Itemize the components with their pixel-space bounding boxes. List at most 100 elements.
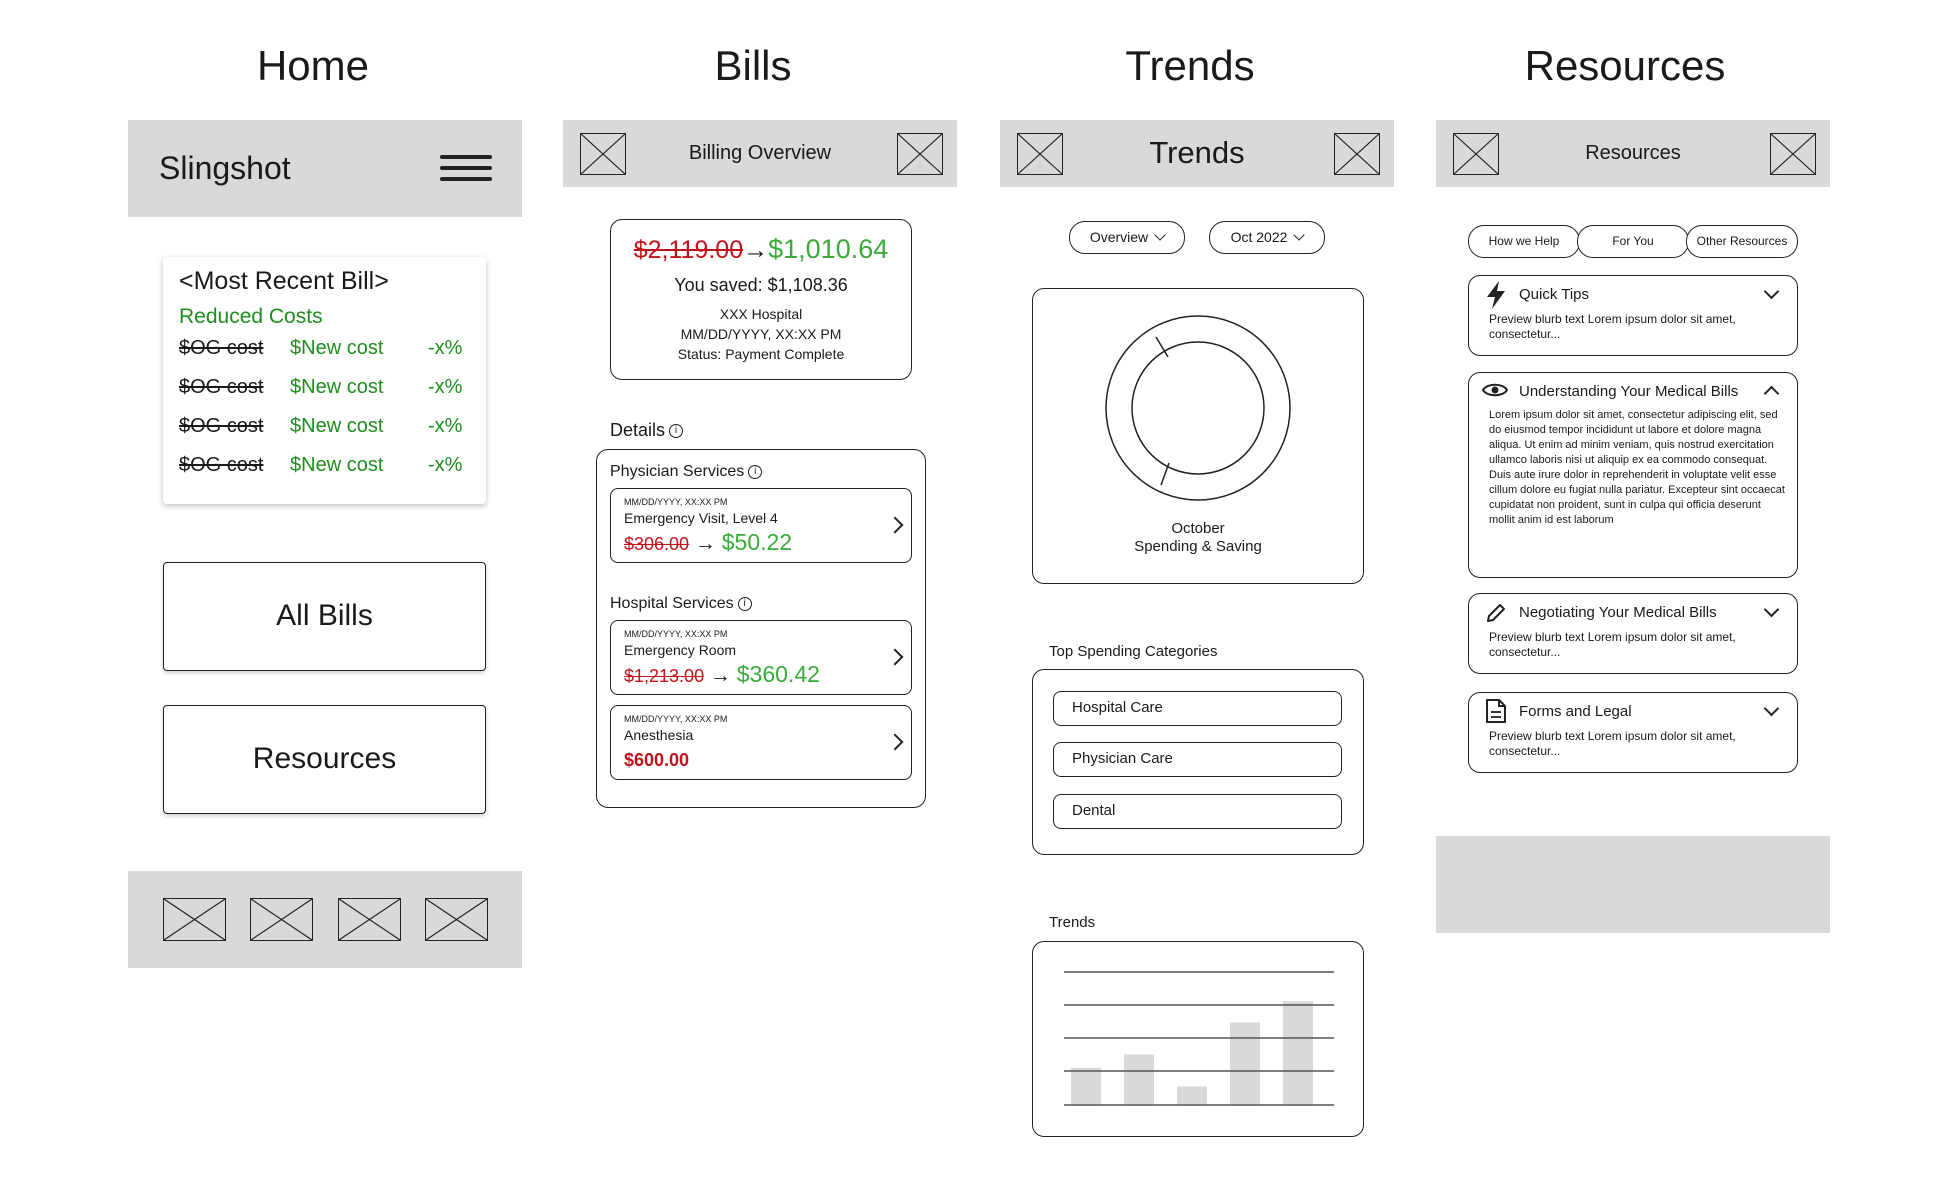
percent-reduction: -x% [428, 376, 463, 398]
original-cost: $OG cost [179, 337, 264, 359]
accordion-title: Quick Tips [1519, 286, 1590, 303]
home-column-title: Home [256, 42, 370, 89]
accordion-negotiating-bills[interactable]: Negotiating Your Medical Bills Preview b… [1468, 593, 1798, 674]
line-item-new-price: $50.22 [721, 529, 793, 555]
info-icon[interactable]: i [748, 464, 763, 479]
chevron-right-icon[interactable] [886, 733, 904, 751]
nav-placeholder-icon[interactable] [338, 898, 401, 941]
saved-amount: You saved: $1,108.36 [674, 275, 848, 295]
action-placeholder-icon[interactable] [1770, 133, 1816, 175]
view-dropdown[interactable]: Overview [1069, 221, 1185, 254]
line-item-date: MM/DD/YYYY, XX:XX PM [624, 497, 728, 507]
line-item-card[interactable]: MM/DD/YYYY, XX:XX PM Emergency Visit, Le… [610, 488, 912, 563]
details-label: Details [610, 420, 666, 440]
bills-column-title: Bills [714, 42, 792, 89]
chevron-down-icon[interactable] [1763, 283, 1780, 300]
trend-bar [1071, 1067, 1101, 1105]
category-item[interactable]: Hospital Care [1053, 691, 1342, 726]
trend-bar [1124, 1054, 1154, 1105]
chevron-down-icon[interactable] [1763, 601, 1780, 618]
percent-reduction: -x% [428, 454, 463, 476]
hospital-name: XXX Hospital [719, 306, 803, 322]
accordion-body: Lorem ipsum dolor sit amet, consectetur … [1489, 409, 1785, 526]
original-cost: $OG cost [179, 376, 264, 398]
line-item-price: $306.00 → $50.22 [624, 529, 792, 556]
month-dropdown[interactable]: Oct 2022 [1209, 221, 1325, 254]
chevron-right-icon[interactable] [886, 516, 904, 534]
action-placeholder-icon[interactable] [1334, 133, 1380, 175]
original-cost: $OG cost [179, 415, 264, 437]
recent-bill-card[interactable]: <Most Recent Bill> Reduced Costs $OG cos… [163, 257, 486, 504]
donut-outer-ring [1105, 315, 1291, 501]
donut-segment-divider [1160, 462, 1170, 486]
category-item[interactable]: Dental [1053, 794, 1342, 829]
tab-for-you[interactable]: For You [1577, 225, 1689, 258]
back-placeholder-icon[interactable] [1453, 133, 1499, 175]
chevron-right-icon[interactable] [886, 648, 904, 666]
category-item[interactable]: Physician Care [1053, 742, 1342, 777]
donut-inner-ring [1131, 341, 1265, 475]
all-bills-button[interactable]: All Bills [163, 562, 486, 671]
info-icon[interactable]: i [737, 596, 752, 611]
details-heading: Details i [610, 420, 684, 441]
new-cost: $New cost [290, 376, 384, 398]
home-bottom-nav [128, 871, 522, 968]
donut-label-month: October [1171, 520, 1225, 537]
cost-row: $OG cost $New cost -x% [179, 415, 479, 443]
donut-label-caption: Spending & Saving [1134, 538, 1262, 555]
resources-column-title: Resources [1524, 42, 1726, 89]
document-icon [1486, 699, 1506, 723]
chevron-up-icon[interactable] [1763, 385, 1780, 402]
line-item-old-price: $1,213.00 [624, 666, 705, 686]
accordion-preview: Preview blurb text Lorem ipsum dolor sit… [1489, 312, 1736, 341]
line-item-card[interactable]: MM/DD/YYYY, XX:XX PM Emergency Room $1,2… [610, 620, 912, 695]
trend-bar [1230, 1022, 1260, 1105]
resources-footer [1436, 836, 1830, 933]
bills-header-title: Billing Overview [688, 142, 832, 164]
trends-header: Trends [1000, 120, 1394, 187]
action-placeholder-icon[interactable] [897, 133, 943, 175]
info-icon[interactable]: i [669, 424, 684, 439]
accordion-title: Forms and Legal [1519, 703, 1632, 720]
resources-button[interactable]: Resources [163, 705, 486, 814]
new-cost: $New cost [290, 415, 384, 437]
accordion-understanding-bills[interactable]: Understanding Your Medical Bills Lorem i… [1468, 372, 1798, 578]
nav-placeholder-icon[interactable] [163, 898, 226, 941]
original-total: $2,119.00 [633, 236, 744, 264]
line-item-name: Emergency Visit, Level 4 [624, 510, 778, 526]
cost-row: $OG cost $New cost -x% [179, 454, 479, 482]
line-item-name: Emergency Room [624, 642, 737, 658]
accordion-preview: Preview blurb text Lorem ipsum dolor sit… [1489, 630, 1736, 659]
cost-row: $OG cost $New cost -x% [179, 376, 479, 404]
categories-card: Hospital Care Physician Care Dental [1032, 669, 1364, 855]
hamburger-menu-icon[interactable] [440, 155, 492, 183]
payment-status: Status: Payment Complete [677, 346, 845, 362]
bills-header: Billing Overview [563, 120, 957, 187]
hospital-services-label: Hospital Services [610, 595, 734, 612]
accordion-forms-legal[interactable]: Forms and Legal Preview blurb text Lorem… [1468, 692, 1798, 773]
reduced-costs-label: Reduced Costs [179, 305, 323, 328]
percent-reduction: -x% [428, 337, 463, 359]
arrow-icon: → [709, 664, 731, 687]
accordion-title: Understanding Your Medical Bills [1519, 383, 1739, 400]
bill-summary-card: $2,119.00→$1,010.64 You saved: $1,108.36… [610, 219, 912, 380]
chevron-down-icon [1293, 229, 1306, 241]
line-item-card[interactable]: MM/DD/YYYY, XX:XX PM Anesthesia $600.00 [610, 705, 912, 780]
eye-icon [1482, 383, 1508, 397]
line-item-name: Anesthesia [624, 727, 694, 743]
trends-chart-label: Trends [1049, 914, 1096, 931]
tab-other-resources[interactable]: Other Resources [1686, 225, 1798, 258]
physician-services-label: Physician Services [610, 463, 745, 480]
nav-placeholder-icon[interactable] [250, 898, 313, 941]
tab-how-we-help[interactable]: How we Help [1468, 225, 1580, 258]
accordion-title: Negotiating Your Medical Bills [1519, 604, 1717, 621]
chevron-down-icon[interactable] [1763, 700, 1780, 717]
line-item-date: MM/DD/YYYY, XX:XX PM [624, 714, 728, 724]
arrow-icon: → [743, 236, 769, 264]
accordion-quick-tips[interactable]: Quick Tips Preview blurb text Lorem ipsu… [1468, 275, 1798, 356]
lightning-icon [1487, 281, 1505, 309]
line-item-price: $600.00 [624, 750, 690, 770]
back-placeholder-icon[interactable] [1017, 133, 1063, 175]
nav-placeholder-icon[interactable] [425, 898, 488, 941]
back-placeholder-icon[interactable] [580, 133, 626, 175]
